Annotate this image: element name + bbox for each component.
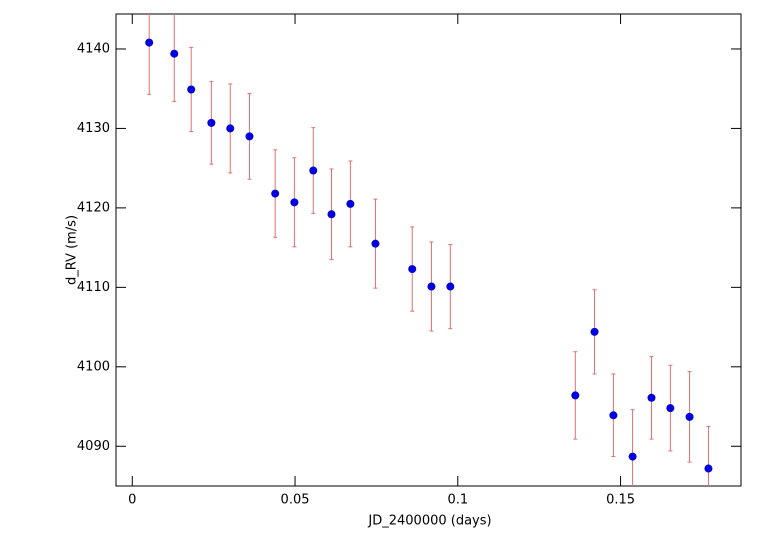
point [408,265,417,274]
point [446,282,455,291]
point [271,189,280,198]
point [309,166,318,175]
y-tick-label: 4090 [77,439,110,454]
point [647,393,656,402]
point [290,198,299,207]
y-tick-label: 4130 [77,121,110,136]
point [704,464,713,473]
point [145,38,154,47]
y-tick-label: 4110 [77,280,110,295]
point [207,118,216,127]
point [609,411,618,420]
point [226,124,235,133]
point [628,452,637,461]
point [245,132,254,141]
point [187,85,196,94]
x-tick-label: 0 [128,493,136,508]
point [327,210,336,219]
x-axis-label: JD_2400000 (days) [367,514,491,529]
x-tick-label: 0.05 [281,493,310,508]
y-tick-label: 4120 [77,200,110,215]
point [666,404,675,413]
x-tick-label: 0.1 [447,493,468,508]
point [685,412,694,421]
y-tick-label: 4140 [77,41,110,56]
point [170,49,179,58]
x-tick-label: 0.15 [606,493,635,508]
point [590,327,599,336]
plot-area [145,14,713,486]
point [371,239,380,248]
point [571,391,580,400]
plot-frame [115,13,742,487]
y-tick-label: 4100 [77,359,110,374]
point [346,199,355,208]
y-axis-label: d_RV (m/s) [65,215,80,285]
point [427,282,436,291]
